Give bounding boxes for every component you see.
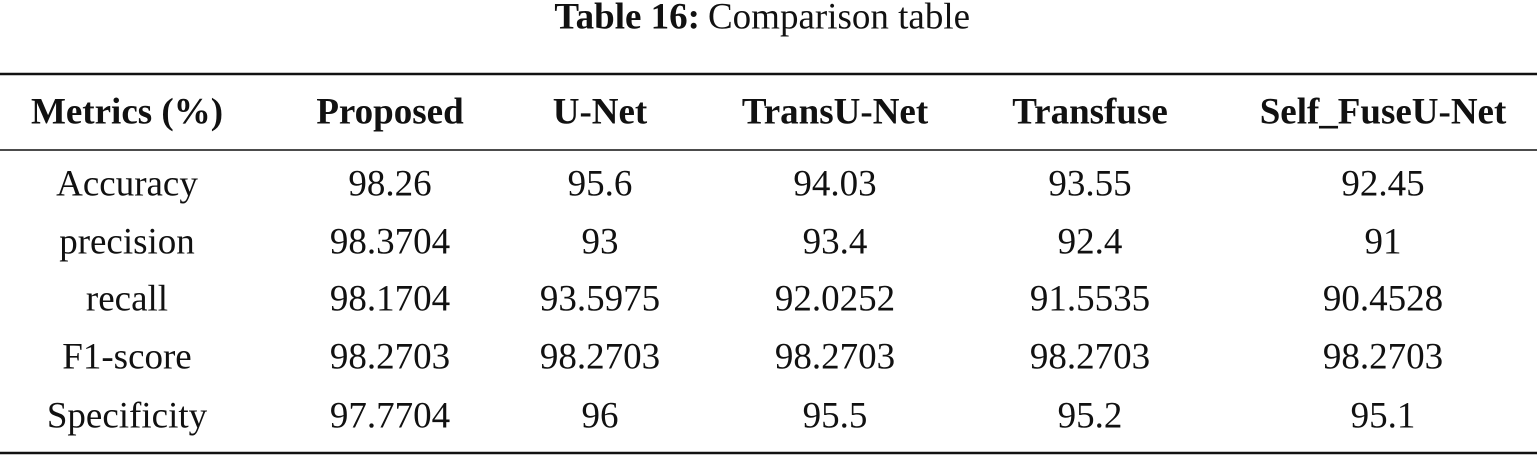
table-cell: 97.7704 bbox=[330, 395, 450, 436]
table-cell: 94.03 bbox=[793, 163, 876, 204]
table-cell: 98.3704 bbox=[330, 221, 450, 262]
row-label: F1-score bbox=[62, 336, 191, 377]
table-cell: 95.5 bbox=[803, 395, 868, 436]
table-cell: 96 bbox=[582, 395, 619, 436]
table-cell: 95.2 bbox=[1058, 395, 1123, 436]
table-cell: 93.55 bbox=[1048, 163, 1131, 204]
table-cell: 93.4 bbox=[803, 221, 868, 262]
table-cell: 92.45 bbox=[1341, 163, 1424, 204]
row-label: Accuracy bbox=[56, 163, 198, 204]
header-cell: TransU-Net bbox=[742, 91, 929, 132]
table-cell: 95.6 bbox=[568, 163, 633, 204]
table-cell: 98.2703 bbox=[330, 336, 450, 377]
row-label: precision bbox=[59, 221, 195, 262]
header-cell: Transfuse bbox=[1012, 91, 1168, 132]
row-label: Specificity bbox=[47, 395, 208, 436]
table-cell: 92.4 bbox=[1058, 221, 1123, 262]
header-cell: Metrics (%) bbox=[31, 91, 223, 132]
table-cell: 92.0252 bbox=[775, 278, 895, 319]
table-cell: 98.26 bbox=[348, 163, 431, 204]
table-cell: 95.1 bbox=[1351, 395, 1416, 436]
header-cell: Self_FuseU-Net bbox=[1260, 91, 1507, 132]
table-cell: 98.2703 bbox=[1323, 336, 1443, 377]
caption-text: Comparison table bbox=[708, 0, 970, 37]
table-cell: 98.2703 bbox=[775, 336, 895, 377]
table-cell: 93 bbox=[582, 221, 619, 262]
caption-label: Table 16: bbox=[554, 0, 700, 37]
row-label: recall bbox=[86, 278, 168, 319]
table-cell: 93.5975 bbox=[540, 278, 660, 319]
table-cell: 90.4528 bbox=[1323, 278, 1443, 319]
header-cell: U-Net bbox=[553, 91, 648, 132]
table-cell: 98.2703 bbox=[540, 336, 660, 377]
table-cell: 91.5535 bbox=[1030, 278, 1150, 319]
header-cell: Proposed bbox=[316, 91, 464, 132]
table-cell: 91 bbox=[1365, 221, 1402, 262]
table-cell: 98.1704 bbox=[330, 278, 450, 319]
table-cell: 98.2703 bbox=[1030, 336, 1150, 377]
